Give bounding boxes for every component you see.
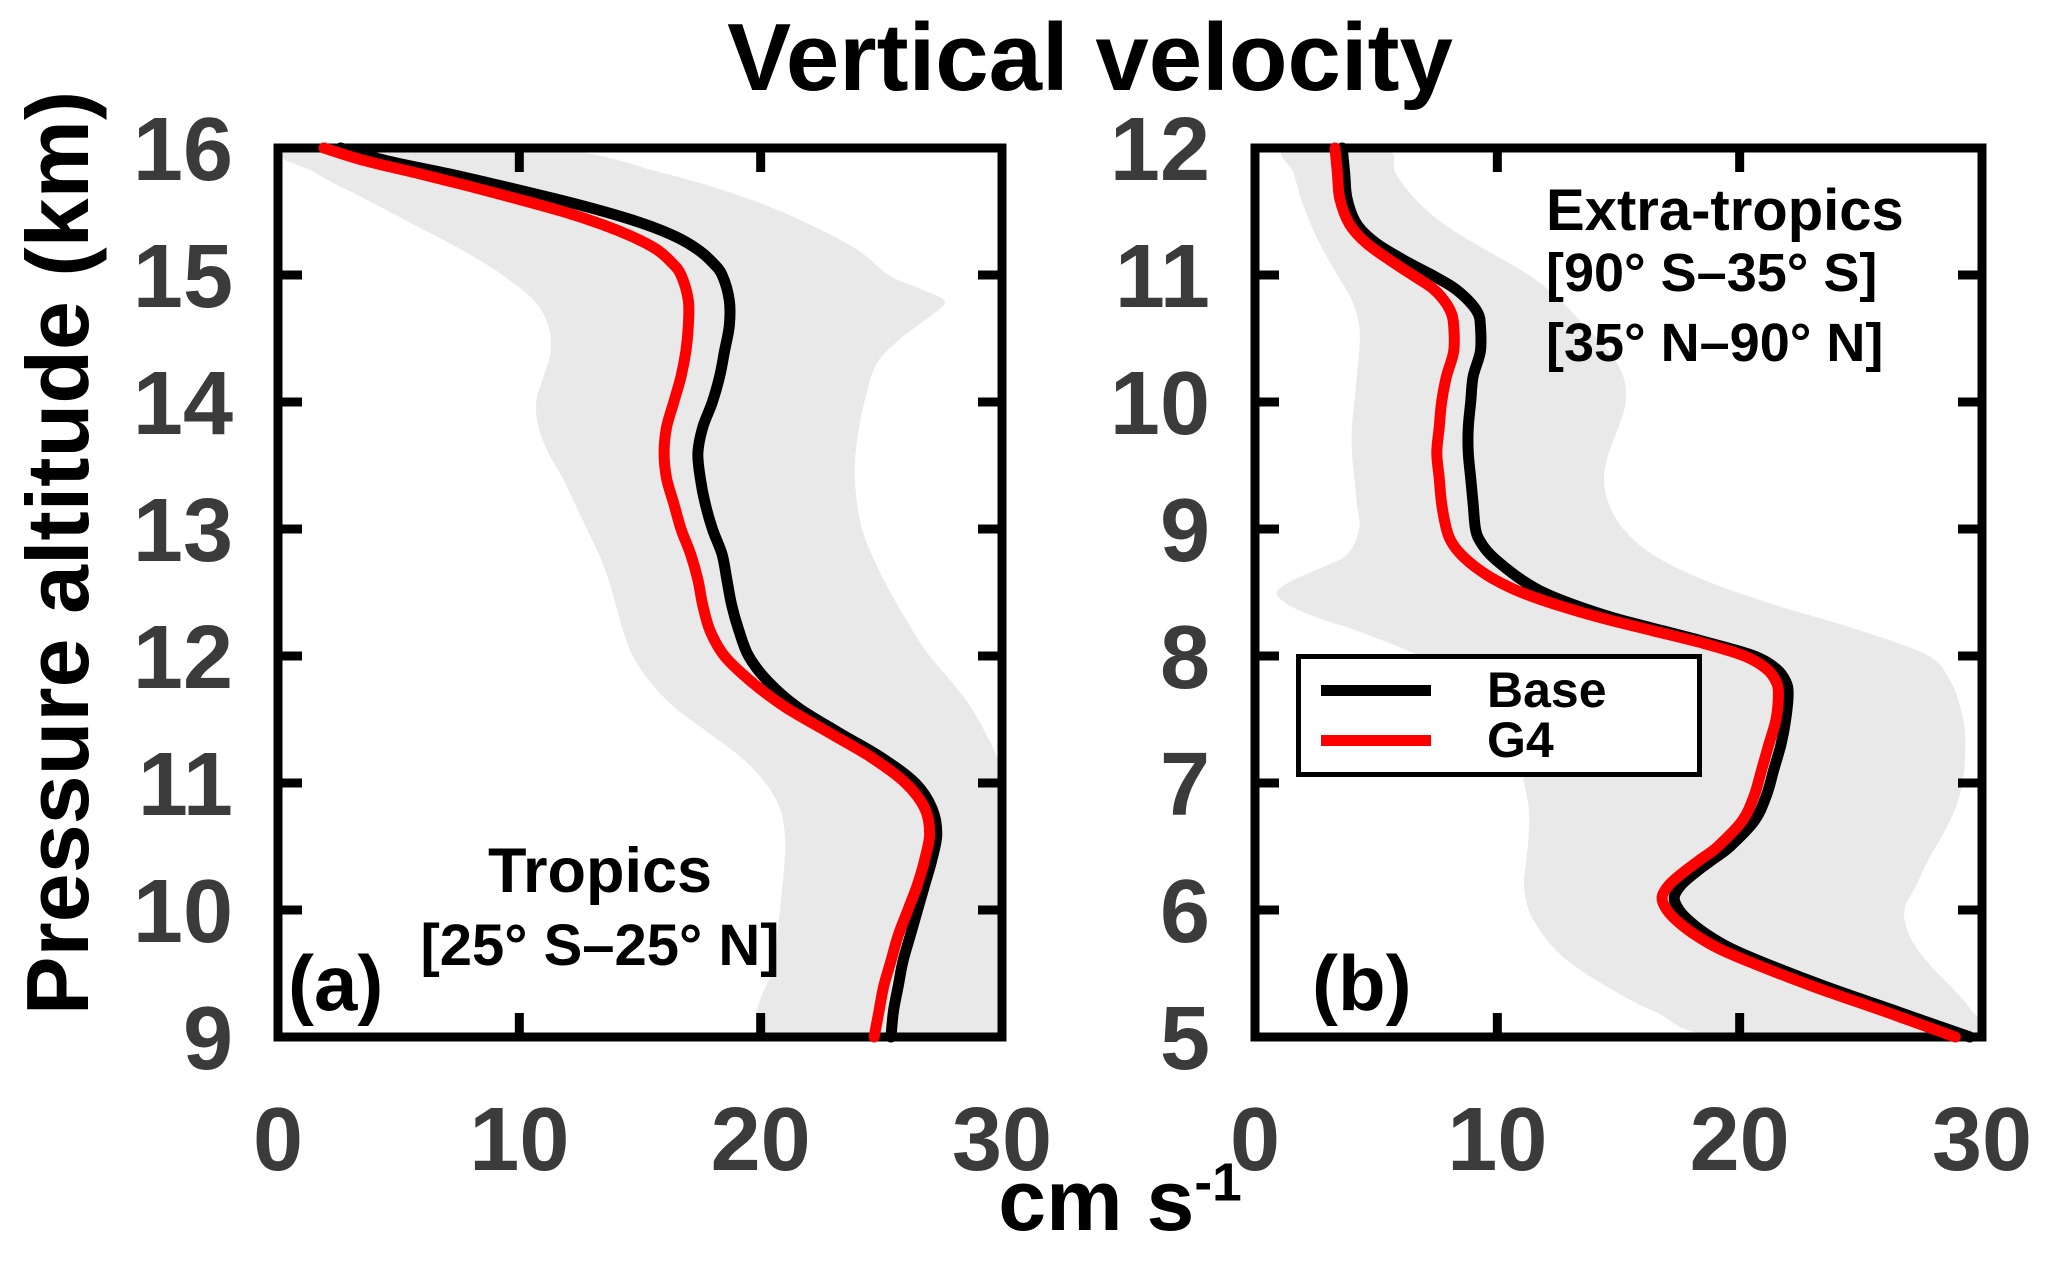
x-tick-label: 0 [253, 1090, 303, 1190]
panel-b-annotation: Extra-tropics [90° S–35° S] [35° N–90° N… [1546, 178, 1966, 373]
x-tick-label: 10 [469, 1090, 569, 1190]
y-tick-label: 16 [133, 100, 233, 200]
x-tick-label: 0 [1230, 1090, 1280, 1190]
y-tick-label: 8 [1160, 608, 1210, 708]
y-tick-label: 7 [1160, 735, 1210, 835]
y-tick-label: 13 [133, 481, 233, 581]
x-tick-label: 10 [1447, 1090, 1547, 1190]
g4-curve [318, 142, 936, 1043]
x-tick-label: 20 [711, 1090, 811, 1190]
panel-b-annotation-region: Extra-tropics [1546, 178, 1904, 243]
legend-entry-base: Base [1301, 665, 1697, 715]
y-tick-label: 14 [133, 354, 233, 454]
x-axis-unit: cm s [998, 1153, 1195, 1249]
y-tick-label: 15 [133, 227, 233, 327]
y-tick-label: 10 [133, 862, 233, 962]
y-tick-label: 9 [1160, 481, 1210, 581]
panel-b-annotation-range-south: [90° S–35° S] [1546, 243, 1878, 303]
y-tick-label: 10 [1110, 354, 1210, 454]
uncertainty-band [278, 148, 1002, 1037]
legend-label-base: Base [1487, 662, 1607, 718]
x-axis-unit-exponent: -1 [1194, 1153, 1242, 1213]
y-tick-label: 9 [183, 989, 233, 1089]
chart-title: Vertical velocity [727, 4, 1453, 111]
y-tick-label: 12 [133, 608, 233, 708]
panel-a-annotation-region: Tropics [487, 836, 713, 906]
legend-box: Base G4 [1296, 654, 1702, 777]
x-axis-label: cm s-1 [820, 1156, 1420, 1244]
y-tick-label: 6 [1160, 862, 1210, 962]
base-curve [335, 142, 943, 1043]
panel-a-annotation-range: [25° S–25° N] [420, 913, 780, 978]
panel-a: 0 10 20 30 9 10 11 12 13 14 15 16 [133, 100, 1052, 1190]
x-tick-label: 20 [1690, 1090, 1790, 1190]
x-tick-label: 30 [952, 1090, 1052, 1190]
y-tick-label: 11 [1115, 227, 1210, 327]
x-tick-label: 30 [1932, 1090, 2032, 1190]
panel-b: 0 10 20 30 5 6 7 8 9 10 11 12 [1110, 100, 2032, 1190]
panel-b-annotation-range-north: [35° N–90° N] [1546, 313, 1884, 373]
y-tick-label: 12 [1110, 100, 1210, 200]
y-tick-label: 11 [138, 735, 233, 835]
panel-a-annotation: Tropics [25° S–25° N] [350, 840, 850, 975]
panel-a-letter: (a) [288, 939, 384, 1027]
legend-entry-g4: G4 [1301, 715, 1697, 765]
g4-line-swatch [1321, 734, 1431, 746]
panel-b-letter: (b) [1312, 939, 1412, 1027]
base-line-swatch [1321, 684, 1431, 696]
y-axis-label: Pressure altitude (km) [8, 90, 107, 1016]
plot-frame [273, 143, 1007, 1042]
g4-curve [1329, 142, 1961, 1043]
legend-label-g4: G4 [1487, 712, 1554, 768]
y-tick-label: 5 [1160, 989, 1210, 1089]
plot-frame [1250, 143, 1987, 1042]
